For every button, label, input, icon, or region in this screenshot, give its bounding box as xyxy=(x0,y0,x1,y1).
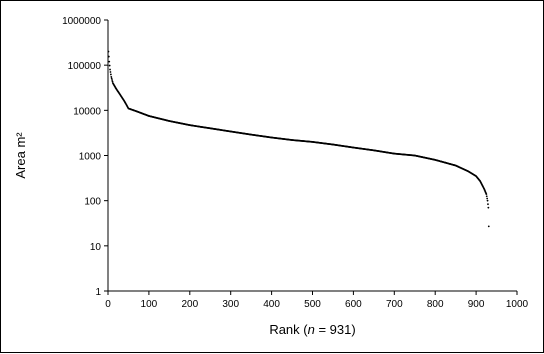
data-point xyxy=(486,199,489,202)
y-tick-label: 1000 xyxy=(79,152,102,163)
x-tick-label: 400 xyxy=(263,299,280,310)
data-point xyxy=(109,73,112,76)
x-tick-label: 500 xyxy=(304,299,321,310)
data-points xyxy=(107,50,490,228)
data-point xyxy=(487,225,490,228)
x-tick-label: 900 xyxy=(468,299,485,310)
y-axis-ticks: 1 10 100 1000 10000 100000 1000000 xyxy=(62,16,108,298)
data-point xyxy=(108,60,111,63)
x-tick-label: 700 xyxy=(386,299,403,310)
data-point xyxy=(109,68,111,71)
x-tick-label: 1000 xyxy=(506,299,529,310)
x-tick-label: 300 xyxy=(222,299,239,310)
x-axis-title-italic: n xyxy=(308,322,315,337)
x-tick-label: 800 xyxy=(427,299,444,310)
data-point xyxy=(109,71,112,73)
data-point xyxy=(487,203,489,206)
data-point xyxy=(485,195,488,198)
x-tick-label: 600 xyxy=(345,299,362,310)
y-tick-label: 1 xyxy=(95,287,101,298)
y-tick-label: 10 xyxy=(90,242,102,253)
y-axis-title: Area m² xyxy=(13,132,28,179)
data-point xyxy=(110,75,113,78)
y-tick-label: 100 xyxy=(84,197,101,208)
x-axis-title: Rank (n = 931) xyxy=(269,322,355,337)
data-point xyxy=(487,206,490,209)
data-point xyxy=(485,193,488,195)
y-tick-label: 10000 xyxy=(73,106,101,117)
data-point xyxy=(107,50,110,53)
data-point xyxy=(108,64,111,67)
data-point xyxy=(486,197,489,200)
x-axis-title-prefix: Rank ( xyxy=(269,322,308,337)
x-axis-title-suffix: = 931) xyxy=(315,322,356,337)
data-point xyxy=(110,77,113,80)
data-point xyxy=(111,80,114,83)
x-tick-label: 200 xyxy=(181,299,198,310)
y-tick-label: 100000 xyxy=(68,61,102,72)
data-point xyxy=(107,55,110,58)
data-point xyxy=(111,79,113,81)
y-tick-label: 1000000 xyxy=(62,16,101,27)
x-tick-label: 0 xyxy=(105,299,111,310)
x-tick-label: 100 xyxy=(141,299,158,310)
x-axis-ticks: 0 100 200 300 400 500 600 700 800 900 1000 xyxy=(105,291,529,310)
